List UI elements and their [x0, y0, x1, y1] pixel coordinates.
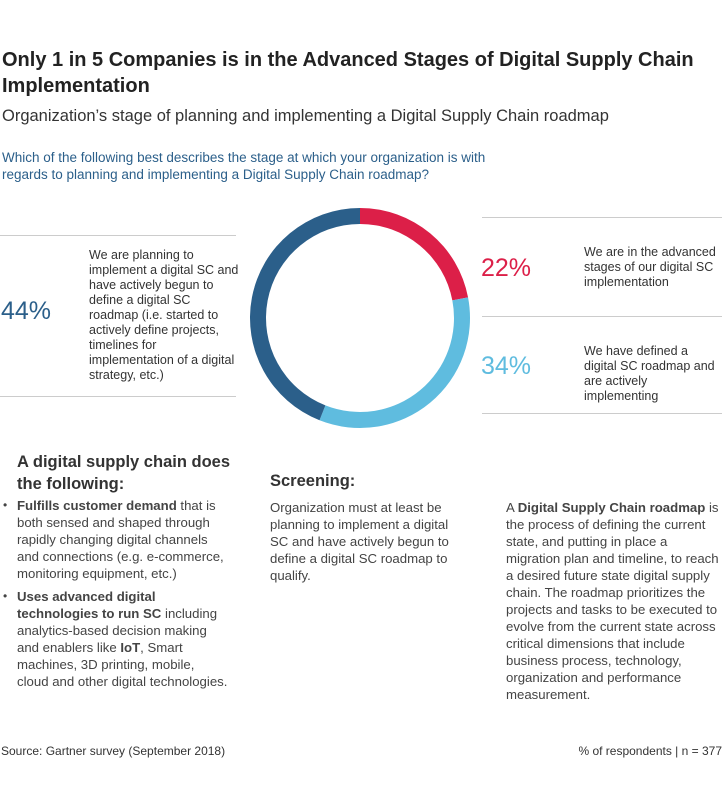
divider	[0, 396, 236, 397]
slice-label-implementing: We have defined a digital SC roadmap and…	[584, 344, 715, 403]
definition-list: Fulfills customer demand that is both se…	[1, 497, 229, 696]
page-title: Only 1 in 5 Companies is in the Advanced…	[2, 49, 694, 97]
subtitle: Organization’s stage of planning and imp…	[2, 107, 609, 125]
donut-slice-44	[250, 208, 360, 421]
screening-heading: Screening:	[270, 472, 356, 490]
respondents-note: % of respondents | n = 377	[578, 744, 722, 758]
divider	[0, 235, 236, 236]
bullet-text: , Smart machines, 3D printing, mobile, c…	[17, 640, 228, 689]
bullet-bold: Uses advanced digital technologies to ru…	[17, 589, 162, 621]
roadmap-prefix: A	[506, 500, 518, 515]
roadmap-bold: Digital Supply Chain roadmap	[517, 500, 706, 515]
value-label-44: 44%	[1, 297, 52, 325]
value-label-34: 34%	[481, 352, 532, 380]
slice-label-planning: We are planning to implement a digital S…	[89, 248, 239, 382]
roadmap-definition: A Digital Supply Chain roadmap is the pr…	[506, 499, 722, 703]
list-item: Fulfills customer demand that is both se…	[1, 497, 229, 582]
bullet-text: including analytics-based decision makin…	[17, 606, 218, 655]
slice-label-advanced: We are in the advanced stages of our dig…	[584, 245, 716, 289]
bullet-text: that is both sensed and shaped through r…	[17, 498, 224, 581]
list-item: Uses advanced digital technologies to ru…	[1, 588, 229, 690]
definition-heading: A digital supply chain does the followin…	[17, 453, 231, 493]
donut-slice-22	[360, 208, 469, 301]
divider	[482, 217, 722, 218]
donut-slice-34	[319, 297, 470, 428]
roadmap-text: is the process of defining the current s…	[506, 500, 719, 702]
survey-question: Which of the following best describes th…	[2, 150, 486, 182]
source-note: Source: Gartner survey (September 2018)	[1, 744, 226, 758]
bullet-bold: Fulfills customer demand	[17, 498, 177, 513]
value-label-22: 22%	[481, 254, 532, 282]
screening-text: Organization must at least be planning t…	[270, 500, 449, 583]
divider	[482, 316, 722, 317]
bullet-bold-iot: IoT	[120, 640, 141, 655]
divider	[482, 413, 722, 414]
donut-chart	[250, 208, 470, 428]
